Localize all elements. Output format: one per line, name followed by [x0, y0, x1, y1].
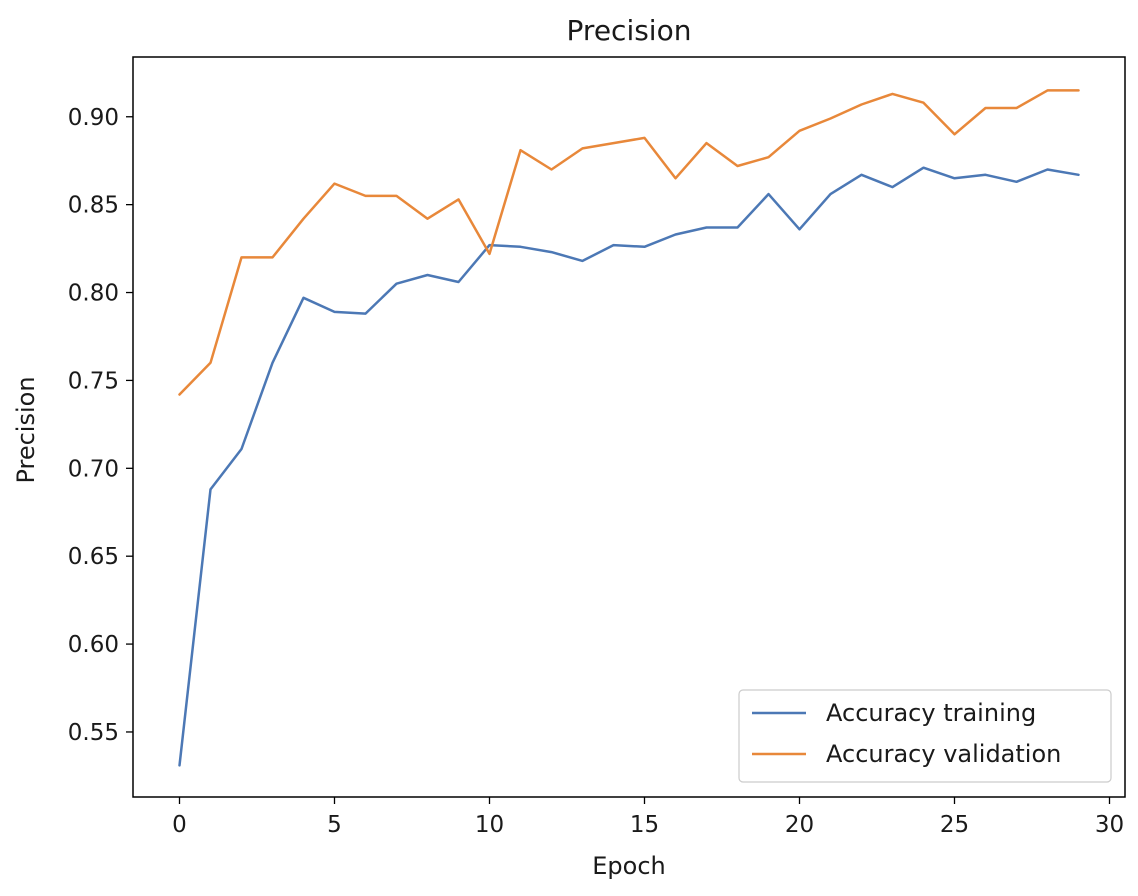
legend-label-accuracy-training: Accuracy training — [826, 699, 1036, 727]
x-tick-label: 0 — [172, 812, 187, 838]
series-lines — [178, 89, 1080, 767]
x-tick-label: 30 — [1095, 812, 1124, 838]
legend-label-accuracy-validation: Accuracy validation — [826, 740, 1061, 768]
x-tick-label: 10 — [475, 812, 504, 838]
y-tick-label: 0.70 — [68, 456, 119, 482]
plot-area — [132, 56, 1126, 798]
legend-box — [738, 689, 1112, 783]
plot-frame — [132, 56, 1126, 798]
y-tick-label: 0.65 — [68, 544, 119, 570]
x-tick-label: 25 — [940, 812, 969, 838]
legend: Accuracy training Accuracy validation — [738, 689, 1112, 783]
series-line-accuracy-validation — [178, 89, 1080, 396]
chart-title: Precision — [567, 14, 692, 47]
x-axis-label: Epoch — [592, 852, 666, 880]
y-axis-label: Precision — [12, 376, 40, 483]
y-tick-label: 0.80 — [68, 281, 119, 307]
y-tick-label: 0.60 — [68, 632, 119, 658]
x-tick-label: 15 — [630, 812, 659, 838]
y-axis: 0.55 0.60 0.65 0.70 0.75 0.80 0.85 0.90 — [68, 105, 133, 746]
x-tick-label: 20 — [785, 812, 814, 838]
x-tick-label: 5 — [327, 812, 342, 838]
y-tick-label: 0.75 — [68, 368, 119, 394]
series-line-accuracy-training — [178, 166, 1080, 767]
x-axis: 0 5 10 15 20 25 30 — [172, 797, 1124, 838]
y-tick-label: 0.85 — [68, 193, 119, 219]
y-tick-label: 0.90 — [68, 105, 119, 131]
y-tick-label: 0.55 — [68, 720, 119, 746]
